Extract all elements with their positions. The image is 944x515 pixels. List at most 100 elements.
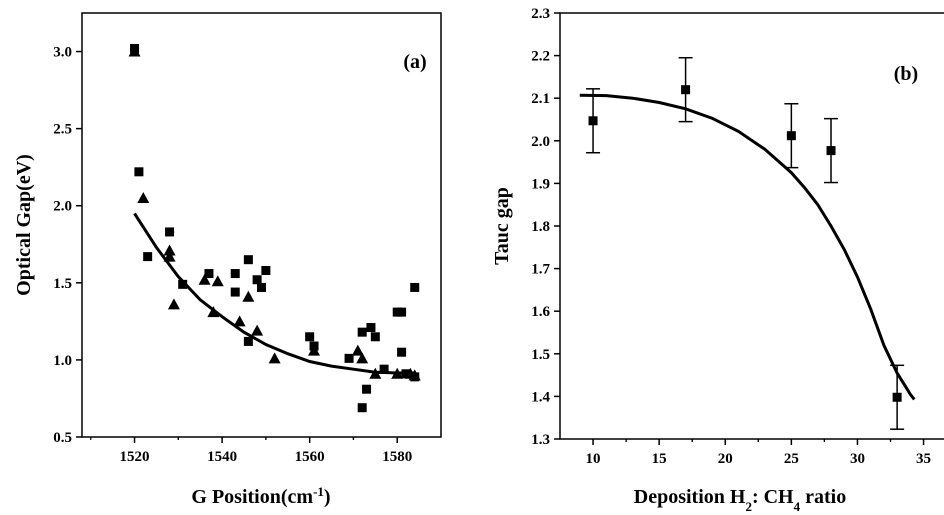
panel-b-y-tick-label: 2.3: [531, 6, 550, 22]
panel-b-y-tick-label: 2.1: [531, 91, 550, 107]
panel-b-y-tick-label: 1.8: [531, 219, 550, 235]
panel-a-x-axis-title-main: G Position(cm: [191, 486, 313, 508]
panel-a-triangle-point: [268, 352, 281, 364]
panel-a-square-point: [366, 323, 376, 333]
panel-a-square-point: [397, 347, 407, 357]
panel-b-x-tick-label: 10: [586, 451, 601, 467]
panel-a-y-tick-label: 1.5: [53, 276, 72, 292]
panel-a-x-tick-label: 1580: [382, 449, 412, 465]
panel-a-triangle-point: [167, 298, 180, 310]
panel-b-y-tick-label: 2.0: [531, 134, 550, 150]
panel-b-square-point: [892, 392, 902, 402]
panel-a-triangle-point: [369, 367, 382, 379]
panel-a-y-tick-label: 1.0: [53, 353, 72, 369]
panel-b-chart: 10 15 20 25 30 35 1.3 1.4 1.5 1.6 1.7 1.8 1.9 2.0 2.1 2…: [491, 6, 944, 514]
panel-b-x-axis-title-main: Deposition H: [634, 486, 746, 508]
panel-b-y-tick-label: 1.4: [531, 389, 550, 405]
panel-b-points: [586, 56, 905, 430]
panel-a-square-point: [243, 336, 253, 346]
panel-a-square-point: [143, 252, 153, 262]
panel-b-x-tick-label: 30: [850, 451, 865, 467]
panel-b-plot-frame: [559, 12, 944, 440]
panel-a-triangle-point: [163, 250, 176, 262]
panel-a-triangle-point: [207, 306, 220, 318]
panel-b-square-point: [786, 131, 796, 141]
panel-a-y-tick-label: 2.5: [53, 122, 72, 138]
panel-a-square-point: [379, 364, 389, 374]
panel-a-y-tick-label: 0.5: [53, 430, 72, 446]
panel-a-triangle-point: [242, 290, 255, 302]
panel-a-triangle-point: [308, 344, 321, 356]
panel-a-fit-curve-group: [133, 212, 415, 375]
panel-a-y-axis-title: Optical Gap(eV): [13, 154, 35, 296]
panel-a-square-point: [357, 403, 367, 413]
panel-a-x-tick-label: 1520: [120, 449, 150, 465]
panel-a-plot-frame: [81, 12, 442, 438]
panel-a-ticks: 1520 1540 1560 1580 0.5 1.0 1.5 2.0 2.5 3.0: [53, 45, 412, 465]
panel-b-x-axis-title-sub2: 4: [794, 499, 801, 514]
panel-a-square-point: [362, 384, 372, 394]
panel-a-square-point: [357, 327, 367, 337]
panel-b-y-tick-label: 2.2: [531, 49, 550, 65]
panel-a-square-point: [397, 307, 407, 317]
panel-a-square-point: [230, 269, 240, 279]
panel-b-y-tick-label: 1.7: [531, 262, 550, 278]
panel-a-square-point: [165, 227, 175, 237]
panel-a-triangle-point: [233, 315, 246, 327]
panel-b-x-tick-label: 25: [784, 451, 799, 467]
panel-a-triangle-point: [137, 192, 150, 204]
panel-b-x-axis-title-mid: : CH: [752, 486, 794, 508]
panel-a-triangle-point: [251, 324, 264, 336]
panel-a-triangle-point: [351, 344, 364, 356]
panel-b-x-axis-title-tail: ratio: [800, 486, 846, 508]
panel-b-square-point: [588, 116, 598, 126]
panel-a-square-point: [257, 282, 266, 292]
panel-a-label: (a): [403, 51, 426, 73]
panel-a-triangle-point: [163, 244, 176, 256]
panel-b-x-axis-title: Deposition H2: CH4 ratio: [634, 486, 846, 514]
panel-a-square-point: [230, 287, 240, 297]
panel-b-y-tick-label: 1.5: [531, 347, 550, 363]
panel-a-chart: 1520 1540 1560 1580 0.5 1.0 1.5 2.0 2.5 3.0 (a) G…: [13, 12, 442, 509]
panel-a-points: [128, 43, 421, 413]
panel-a-x-axis-title-tail: ): [324, 486, 331, 508]
panel-b-square-point: [681, 85, 691, 95]
panel-a-square-point: [305, 332, 315, 342]
panel-b-y-tick-label: 1.6: [531, 304, 550, 320]
panel-a-square-point: [134, 167, 144, 177]
panel-a-y-tick-label: 3.0: [53, 45, 72, 61]
panel-a-square-point: [261, 265, 271, 275]
panel-a-square-point: [344, 353, 354, 363]
panel-b-y-tick-label: 1.9: [531, 176, 550, 192]
panel-a-triangle-point: [356, 352, 369, 364]
panel-a-square-point: [204, 269, 214, 279]
panel-a-x-tick-label: 1540: [207, 449, 237, 465]
panel-a-square-point: [252, 275, 262, 285]
panel-b-x-tick-label: 15: [652, 451, 667, 467]
panel-a-triangle-point: [211, 275, 224, 287]
panel-b-x-tick-label: 20: [718, 451, 733, 467]
panel-a-square-point: [410, 282, 420, 292]
panel-b-fit-curve-group: [579, 93, 916, 401]
panel-a-x-axis-title: G Position(cm-1): [191, 484, 330, 509]
panel-a-square-point: [243, 255, 253, 265]
panel-b-x-tick-label: 35: [916, 451, 931, 467]
panel-a-triangle-point: [408, 369, 421, 381]
panel-a-triangle-point: [198, 273, 211, 285]
panel-a-square-point: [370, 332, 380, 342]
panel-a-triangle-point: [128, 45, 141, 57]
panel-a-triangle-point: [391, 367, 404, 379]
panel-b-y-axis-title: Tauc gap: [491, 187, 513, 265]
panel-b-square-point: [826, 146, 836, 156]
panel-a-x-tick-label: 1560: [295, 449, 325, 465]
panel-a-fit-curve: [133, 212, 415, 375]
panel-b-x-axis-title-sub: 2: [745, 499, 752, 514]
panel-b-label: (b): [894, 63, 918, 85]
panel-a-y-tick-label: 2.0: [53, 199, 72, 215]
panel-a-square-point: [401, 369, 411, 379]
panel-a-x-axis-title-sup: -1: [313, 484, 324, 499]
panel-a-square-point: [178, 279, 188, 289]
panel-b-fit-curve: [579, 93, 916, 401]
panel-b-y-tick-label: 1.3: [531, 432, 550, 448]
